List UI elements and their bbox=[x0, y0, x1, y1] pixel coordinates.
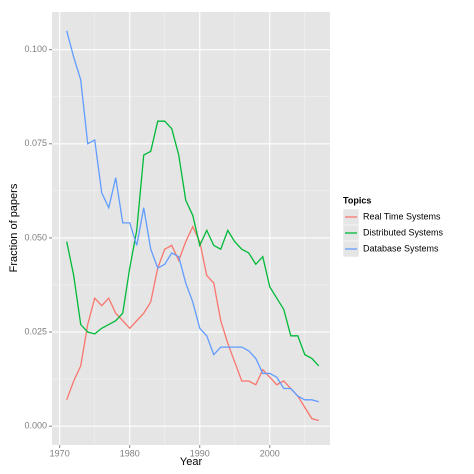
x-axis-title: Year bbox=[180, 456, 203, 468]
series-line bbox=[66, 30, 319, 403]
panel bbox=[52, 12, 330, 445]
legend-label: Distributed Systems bbox=[363, 227, 444, 237]
series-line bbox=[66, 225, 319, 422]
y-tick-label: 0.025 bbox=[24, 326, 47, 336]
y-tick-label: 0.050 bbox=[24, 232, 47, 242]
x-tick-label: 1980 bbox=[120, 448, 140, 458]
series-line bbox=[66, 120, 320, 367]
y-tick-label: 0.000 bbox=[24, 421, 47, 431]
x-tick-label: 2000 bbox=[260, 448, 280, 458]
legend-label: Database Systems bbox=[363, 243, 439, 253]
legend-title: Topics bbox=[343, 195, 371, 205]
legend-label: Real Time Systems bbox=[363, 211, 441, 221]
x-tick-label: 1990 bbox=[190, 448, 210, 458]
y-tick-label: 0.075 bbox=[24, 138, 47, 148]
y-axis-title: Fraction of papers bbox=[8, 183, 20, 272]
y-tick-label: 0.100 bbox=[24, 44, 47, 54]
x-tick-label: 1970 bbox=[50, 448, 70, 458]
